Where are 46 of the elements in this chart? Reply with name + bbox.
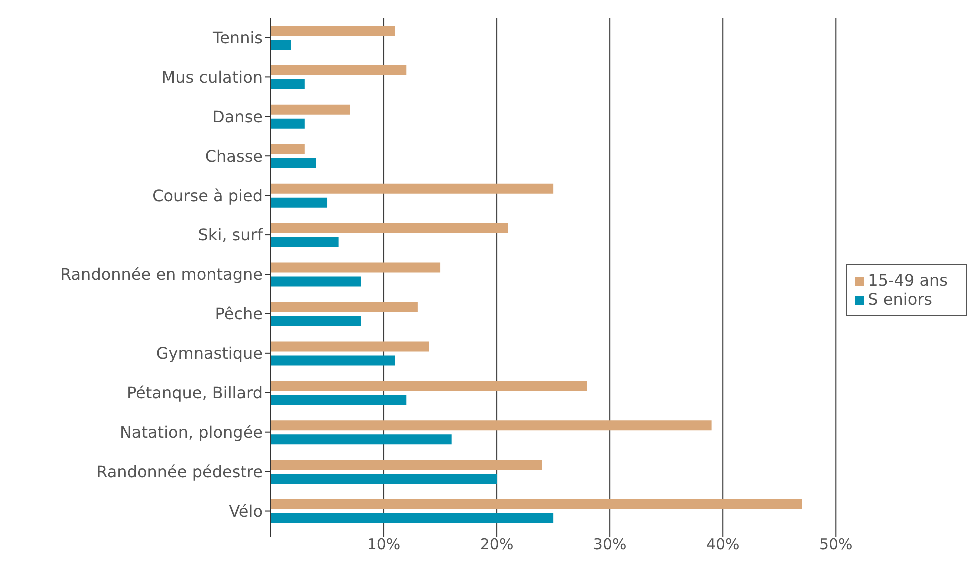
- bar: [271, 460, 542, 470]
- y-tick-label: Ski, surf: [198, 226, 264, 245]
- bar: [271, 276, 362, 287]
- bar: [271, 144, 305, 154]
- bar: [271, 474, 498, 484]
- x-tick-label: 40%: [706, 536, 740, 554]
- y-tick-label: Pêche: [215, 304, 263, 324]
- bar: [271, 65, 407, 76]
- x-tick-label: 50%: [819, 536, 853, 554]
- y-tick-label: Chasse: [205, 146, 263, 166]
- bar: [271, 356, 396, 366]
- x-tick-label: 10%: [367, 536, 401, 554]
- bar: [271, 158, 316, 168]
- bar: [271, 500, 802, 510]
- x-tick-label: 20%: [480, 536, 514, 554]
- y-tick-label: Danse: [212, 107, 263, 126]
- bar: [271, 40, 292, 50]
- y-tick-label: Randonnée en montagne: [60, 265, 263, 284]
- y-tick-label: Mus culation: [162, 68, 263, 87]
- bar: [271, 434, 452, 445]
- bar: [271, 237, 339, 248]
- bar: [271, 184, 554, 194]
- bar: [271, 302, 418, 312]
- y-tick-label: Natation, plongée: [120, 423, 263, 442]
- y-tick-label: Tennis: [212, 28, 263, 48]
- bar: [271, 223, 508, 234]
- x-tick-label: 30%: [593, 536, 627, 554]
- bar: [271, 420, 712, 431]
- legend-label: 15-49 ans: [868, 270, 948, 290]
- bar: [271, 342, 430, 352]
- bar: [271, 104, 350, 115]
- bar: [271, 514, 554, 524]
- bar: [271, 316, 362, 326]
- y-tick-label: Course à pied: [152, 186, 263, 206]
- bar: [271, 26, 396, 36]
- bar: [271, 118, 305, 129]
- y-tick-label: Randonnée pédestre: [96, 462, 263, 482]
- bar: [271, 262, 441, 273]
- y-tick-label: Pétanque, Billard: [126, 384, 263, 403]
- legend-label: S eniors: [868, 290, 933, 308]
- bar: [271, 198, 328, 208]
- y-tick-label: Vélo: [229, 502, 263, 521]
- bar: [271, 381, 588, 392]
- bar: [271, 395, 407, 406]
- y-tick-label: Gymnastique: [156, 344, 263, 364]
- bar: [271, 79, 305, 90]
